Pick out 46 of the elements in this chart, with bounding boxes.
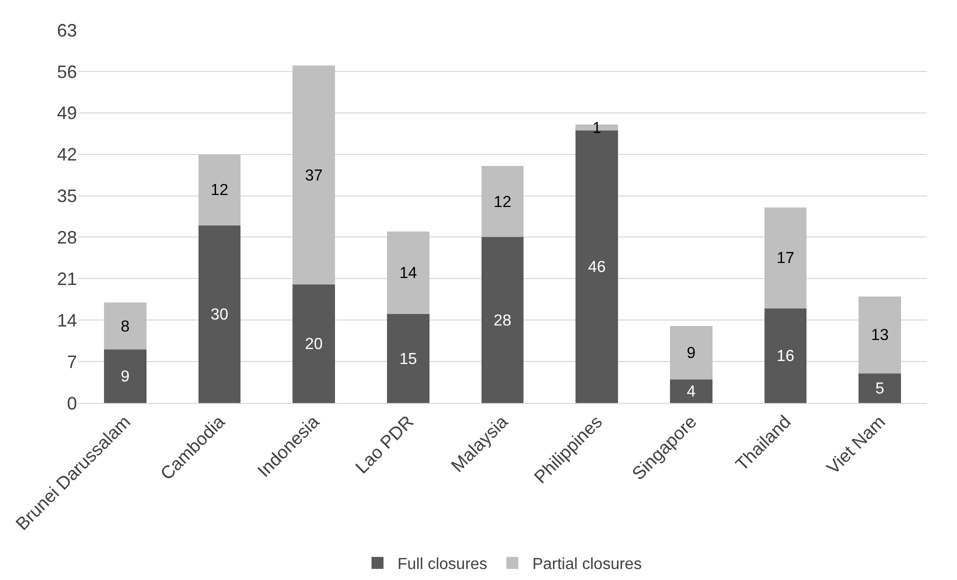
data-label: 46 bbox=[588, 259, 606, 276]
y-tick-label: 28 bbox=[56, 228, 77, 248]
data-label: 13 bbox=[870, 327, 889, 344]
y-tick-label: 21 bbox=[56, 268, 77, 289]
bar bbox=[386, 231, 430, 314]
bar bbox=[481, 237, 524, 403]
bar bbox=[858, 373, 902, 403]
data-label: 1 bbox=[592, 120, 602, 137]
data-label: 9 bbox=[120, 368, 130, 386]
data-label: 14 bbox=[399, 265, 418, 282]
y-tick-label: 42 bbox=[56, 144, 77, 165]
y-tick-label: 35 bbox=[56, 186, 77, 206]
bar bbox=[104, 302, 146, 350]
bar bbox=[670, 326, 712, 380]
data-label: 30 bbox=[210, 306, 228, 324]
bar bbox=[292, 66, 336, 285]
data-label: 4 bbox=[686, 383, 696, 400]
data-label: 37 bbox=[304, 167, 323, 184]
bar bbox=[104, 350, 146, 403]
bar bbox=[198, 154, 241, 226]
bar bbox=[481, 166, 524, 238]
bar bbox=[198, 225, 241, 403]
bar bbox=[670, 379, 712, 403]
y-tick-label: 63 bbox=[56, 20, 77, 40]
data-label: 12 bbox=[494, 194, 512, 211]
data-label: 16 bbox=[776, 348, 794, 365]
legend-label: Full closures bbox=[398, 556, 488, 574]
data-label: 8 bbox=[120, 318, 130, 336]
data-label: 15 bbox=[399, 350, 418, 368]
data-label: 9 bbox=[686, 344, 696, 362]
bar bbox=[764, 208, 807, 308]
data-label: 17 bbox=[776, 250, 794, 268]
bar bbox=[292, 284, 336, 403]
y-tick-label: 7 bbox=[66, 352, 77, 372]
bar bbox=[386, 314, 430, 403]
y-tick-label: 14 bbox=[56, 310, 77, 330]
data-label: 5 bbox=[875, 380, 884, 398]
bar bbox=[764, 308, 807, 403]
y-tick-label: 56 bbox=[56, 62, 77, 82]
bar bbox=[858, 296, 902, 374]
data-label: 20 bbox=[304, 336, 323, 354]
data-label: 28 bbox=[494, 312, 512, 330]
data-label: 12 bbox=[210, 182, 228, 200]
y-tick-label: 49 bbox=[56, 103, 77, 124]
legend-label: Partial closures bbox=[532, 556, 642, 574]
y-tick-label: 0 bbox=[66, 393, 77, 414]
